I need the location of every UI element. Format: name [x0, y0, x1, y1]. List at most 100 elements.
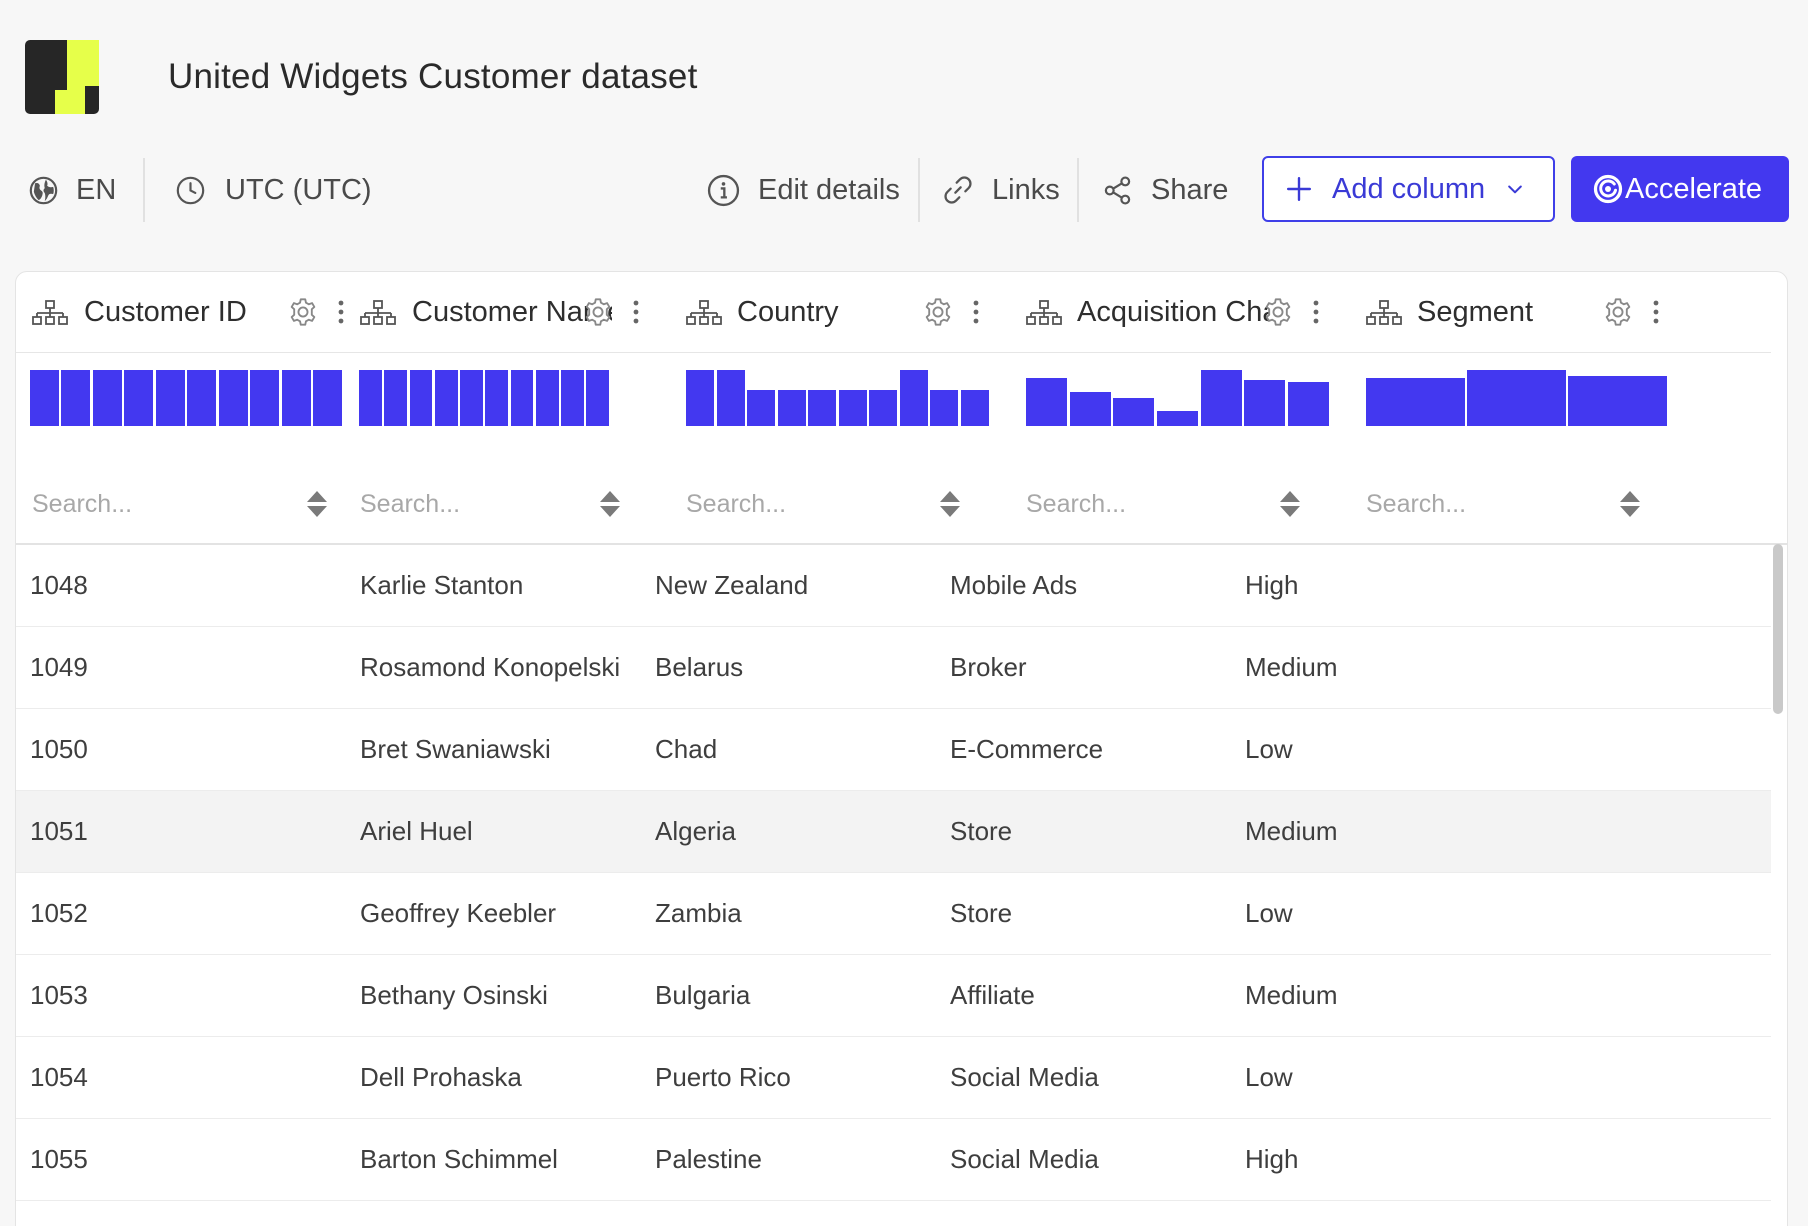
histogram-bar[interactable]	[313, 370, 342, 426]
search-filter	[360, 484, 640, 524]
histogram-bar[interactable]	[1200, 370, 1242, 426]
histogram-bar[interactable]	[808, 390, 837, 426]
add-column-button[interactable]: Add column	[1262, 156, 1555, 222]
histogram-bar[interactable]	[777, 390, 806, 426]
cell-channel: Broker	[950, 652, 1027, 682]
table-row[interactable]: 1049 Rosamond Konopelski Belarus Broker Medi…	[16, 627, 1771, 709]
histogram-bar[interactable]	[586, 370, 609, 426]
histogram-bar[interactable]	[30, 370, 59, 426]
table-row[interactable]: 1053 Bethany Osinski Bulgaria Affiliate Medi…	[16, 955, 1771, 1037]
sort-icon[interactable]	[599, 490, 621, 518]
histogram-bar[interactable]	[1568, 376, 1667, 426]
histogram-bar[interactable]	[218, 370, 248, 426]
sort-icon[interactable]	[939, 490, 961, 518]
histogram-bar[interactable]	[1156, 411, 1199, 426]
histogram-bar[interactable]	[1113, 398, 1155, 426]
search-input[interactable]	[32, 484, 292, 524]
links-button[interactable]: Links	[942, 156, 1060, 224]
cell-country: Puerto Rico	[655, 1062, 791, 1092]
histogram-bar[interactable]	[250, 370, 280, 426]
column-header[interactable]: Segment	[1366, 272, 1771, 352]
column-header[interactable]: Country	[686, 272, 1026, 352]
histogram-bar[interactable]	[1366, 378, 1465, 426]
histogram-bar[interactable]	[409, 370, 433, 426]
edit-details-button[interactable]: Edit details	[707, 156, 900, 224]
histogram-bar[interactable]	[960, 390, 989, 426]
kebab-menu-icon[interactable]	[336, 299, 346, 325]
cell-segment: Low	[1245, 898, 1293, 928]
histogram-bar[interactable]	[485, 370, 508, 426]
cell-segment: High	[1245, 1144, 1299, 1174]
histogram-bar[interactable]	[434, 370, 458, 426]
accelerate-button[interactable]: Accelerate	[1571, 156, 1789, 222]
kebab-menu-icon[interactable]	[1651, 299, 1661, 325]
gear-icon[interactable]	[1262, 296, 1294, 328]
gear-icon[interactable]	[287, 296, 319, 328]
histogram-bar[interactable]	[686, 370, 715, 426]
table-row[interactable]: 1054 Dell Prohaska Puerto Rico Social Media…	[16, 1037, 1771, 1119]
histogram-bar[interactable]	[460, 370, 483, 426]
language-selector[interactable]: EN	[29, 156, 116, 224]
histogram-bar[interactable]	[1467, 370, 1566, 426]
histogram-bar[interactable]	[92, 370, 122, 426]
column-header[interactable]: Acquisition Channel	[1026, 272, 1366, 352]
histogram-bar[interactable]	[869, 390, 898, 426]
histogram-bar[interactable]	[838, 390, 867, 426]
histogram-bar[interactable]	[930, 390, 959, 426]
histogram-bar[interactable]	[1069, 392, 1111, 426]
table-row[interactable]: 1048 Karlie Stanton New Zealand Mobile Ads H…	[16, 545, 1771, 627]
scrollbar-thumb[interactable]	[1773, 544, 1783, 714]
gear-icon[interactable]	[922, 296, 954, 328]
gear-icon[interactable]	[582, 296, 614, 328]
cell-id: 1052	[30, 898, 88, 928]
table-row[interactable]: 1052 Geoffrey Keebler Zambia Store Low	[16, 873, 1771, 955]
hierarchy-icon	[1026, 300, 1062, 325]
sort-icon[interactable]	[1619, 490, 1641, 518]
histogram-bar[interactable]	[510, 370, 534, 426]
histogram-bar[interactable]	[187, 370, 217, 426]
column-header[interactable]: Customer Name	[346, 272, 686, 352]
sort-icon[interactable]	[306, 490, 328, 518]
column-header[interactable]: Customer ID	[16, 272, 346, 352]
sort-icon[interactable]	[1279, 490, 1301, 518]
search-input[interactable]	[1366, 484, 1596, 524]
table-row[interactable]: 1051 Ariel Huel Algeria Store Medium	[16, 791, 1771, 873]
search-input[interactable]	[360, 484, 580, 524]
histogram-bar[interactable]	[1287, 382, 1329, 426]
histogram-bar[interactable]	[1244, 380, 1286, 426]
cell-segment: Medium	[1245, 980, 1338, 1010]
histogram-bar[interactable]	[384, 370, 407, 426]
kebab-menu-icon[interactable]	[971, 299, 981, 325]
hierarchy-icon	[1366, 300, 1402, 325]
histogram-bar[interactable]	[61, 370, 91, 426]
cell-country: Bulgaria	[655, 980, 751, 1010]
histogram	[30, 370, 342, 426]
cell-segment: High	[1245, 570, 1299, 600]
histogram-bar[interactable]	[281, 370, 311, 426]
timezone-selector[interactable]: UTC (UTC)	[176, 156, 372, 224]
histogram-bar[interactable]	[716, 370, 745, 426]
search-input[interactable]	[686, 484, 916, 524]
table-row[interactable]: 1050 Bret Swaniawski Chad E-Commerce Low	[16, 709, 1771, 791]
gear-icon[interactable]	[1602, 296, 1634, 328]
histogram-bar[interactable]	[899, 370, 928, 426]
column-name: Country	[737, 296, 839, 328]
cell-segment: Low	[1245, 1062, 1293, 1092]
cell-country: Zambia	[655, 898, 742, 928]
histogram-bar[interactable]	[747, 390, 776, 426]
table-row[interactable]	[16, 1201, 1771, 1226]
histogram-bar[interactable]	[1026, 378, 1068, 426]
table-row[interactable]: 1055 Barton Schimmel Palestine Social Media…	[16, 1119, 1771, 1201]
histogram-bar[interactable]	[535, 370, 559, 426]
histogram-bar[interactable]	[359, 370, 382, 426]
share-button[interactable]: Share	[1102, 156, 1228, 224]
kebab-menu-icon[interactable]	[631, 299, 641, 325]
histogram-bar[interactable]	[561, 370, 584, 426]
search-input[interactable]	[1026, 484, 1256, 524]
histogram-bar[interactable]	[155, 370, 185, 426]
add-column-label: Add column	[1332, 172, 1486, 205]
kebab-menu-icon[interactable]	[1311, 299, 1321, 325]
histogram-bar[interactable]	[124, 370, 154, 426]
app-logo-icon	[25, 40, 99, 114]
page-header: United Widgets Customer dataset	[25, 40, 698, 114]
